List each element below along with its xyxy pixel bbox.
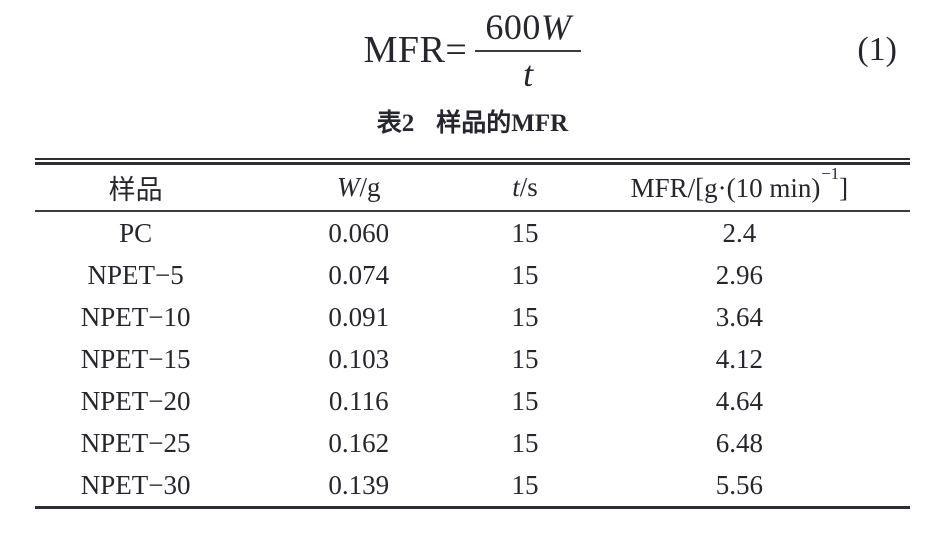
header-sample: 样品 (35, 165, 237, 212)
cell-t: 15 (511, 259, 539, 290)
formula-fraction: 600W t (475, 9, 582, 94)
table-row: NPET−15 0.103 15 4.12 (35, 338, 910, 380)
fraction-bar (475, 49, 582, 52)
table-row: PC 0.060 15 2.4 (35, 211, 910, 254)
cell-w: 0.060 (328, 217, 390, 248)
cell-w: 0.116 (328, 385, 389, 416)
table-header-row: 样品 W/g t/s MFR/[g·(10 min)−1] (35, 163, 910, 212)
header-mfr: MFR/[g·(10 min)−1] (568, 163, 910, 212)
cell-mfr: 4.64 (715, 385, 763, 416)
cell-w: 0.139 (328, 469, 390, 500)
equation-number: (1) (857, 31, 897, 68)
cell-t: 15 (511, 217, 539, 248)
cell-mfr: 3.64 (715, 301, 763, 332)
table-caption-label: 表2 (376, 110, 415, 137)
header-w: W/g (236, 165, 482, 212)
mfr-formula: MFR= 600W t (364, 9, 582, 92)
cell-sample: NPET−25 (80, 427, 191, 458)
header-mfr-exponent: −1 (821, 163, 840, 183)
header-w-variable: W (336, 172, 360, 202)
table-row: NPET−20 0.116 15 4.64 (35, 380, 910, 422)
cell-sample: NPET−20 (80, 385, 191, 416)
header-mfr-suffix: ] (839, 172, 849, 203)
mfr-table-wrap: 样品 W/g t/s MFR/[g·(10 min)−1] PC 0.060 1… (35, 158, 910, 509)
cell-t: 15 (511, 301, 539, 332)
cell-t: 15 (511, 427, 539, 458)
numerator-coefficient: 600 (485, 6, 541, 47)
header-t-variable: t (512, 172, 520, 202)
table-row: NPET−30 0.139 15 5.56 (35, 464, 910, 508)
cell-mfr: 5.56 (715, 469, 763, 500)
fraction-denominator: t (523, 53, 534, 94)
header-mfr-prefix: MFR/[g·(10 min) (630, 172, 821, 203)
cell-mfr: 4.12 (715, 343, 763, 374)
table-caption-title: 样品的MFR (436, 110, 569, 137)
cell-mfr: 2.4 (722, 217, 757, 248)
cell-mfr: 6.48 (715, 427, 763, 458)
header-w-unit: /g (359, 172, 381, 202)
cell-sample: NPET−15 (80, 343, 191, 374)
formula-lhs: MFR= (363, 29, 468, 71)
table-top-rule-gap (35, 160, 910, 162)
header-t-unit: /s (519, 172, 538, 202)
table-top-rule-thick (35, 162, 910, 165)
equation-block: MFR= 600W t (1) (0, 0, 945, 100)
cell-t: 15 (511, 385, 539, 416)
cell-w: 0.162 (328, 427, 390, 458)
cell-sample: NPET−5 (87, 259, 184, 290)
cell-sample: PC (119, 217, 153, 248)
header-t: t/s (481, 165, 569, 212)
fraction-numerator: 600W (475, 9, 581, 50)
table-row: NPET−25 0.162 15 6.48 (35, 422, 910, 464)
cell-t: 15 (511, 469, 539, 500)
table-row: NPET−10 0.091 15 3.64 (35, 296, 910, 338)
mfr-table: 样品 W/g t/s MFR/[g·(10 min)−1] PC 0.060 1… (35, 163, 910, 509)
cell-sample: NPET−30 (80, 469, 191, 500)
cell-mfr: 2.96 (715, 259, 763, 290)
cell-sample: NPET−10 (80, 301, 191, 332)
table-top-rule-thin (35, 158, 910, 160)
numerator-variable: W (540, 6, 572, 47)
table-caption: 表2 样品的MFR (0, 104, 945, 144)
cell-t: 15 (511, 343, 539, 374)
table-row: NPET−5 0.074 15 2.96 (35, 254, 910, 296)
cell-w: 0.074 (328, 259, 390, 290)
cell-w: 0.103 (328, 343, 390, 374)
cell-w: 0.091 (328, 301, 390, 332)
